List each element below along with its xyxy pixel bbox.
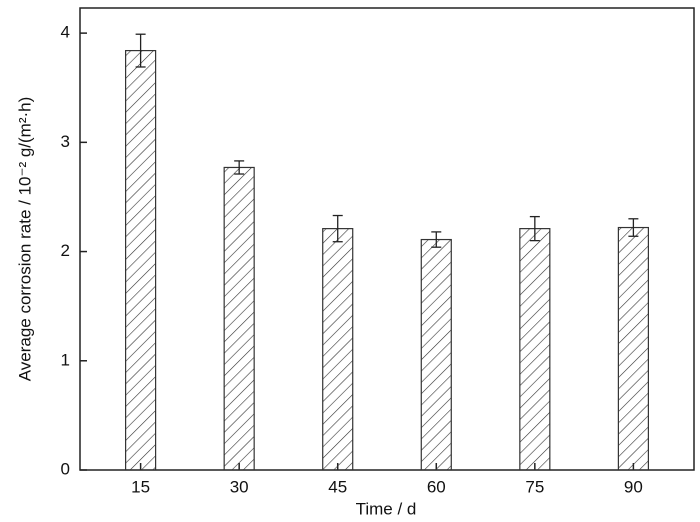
error-bar [431, 231, 442, 248]
error-bar [234, 160, 245, 175]
x-tick-label: 30 [230, 477, 249, 496]
error-bar [135, 33, 146, 68]
bar [322, 228, 354, 471]
bar [125, 49, 157, 471]
y-tick-label: 2 [61, 241, 70, 260]
y-tick-label: 1 [61, 350, 70, 369]
error-bar [628, 218, 639, 237]
y-tick-label: 4 [61, 23, 70, 42]
x-tick-label: 15 [131, 477, 150, 496]
x-axis-label: Time / d [356, 499, 417, 518]
bar [420, 238, 452, 471]
x-tick-label: 60 [427, 477, 446, 496]
y-tick-label: 0 [61, 459, 70, 478]
x-tick-label: 45 [328, 477, 347, 496]
error-bar [529, 215, 540, 242]
bar [617, 226, 649, 471]
bar [223, 166, 255, 471]
y-axis-label: Average corrosion rate / 10⁻² g/(m²·h) [15, 97, 34, 382]
plot-frame [79, 7, 695, 471]
x-tick-label: 90 [624, 477, 643, 496]
error-bar [332, 214, 343, 243]
y-tick-label: 3 [61, 132, 70, 151]
x-tick-label: 75 [525, 477, 544, 496]
bar [519, 228, 551, 471]
